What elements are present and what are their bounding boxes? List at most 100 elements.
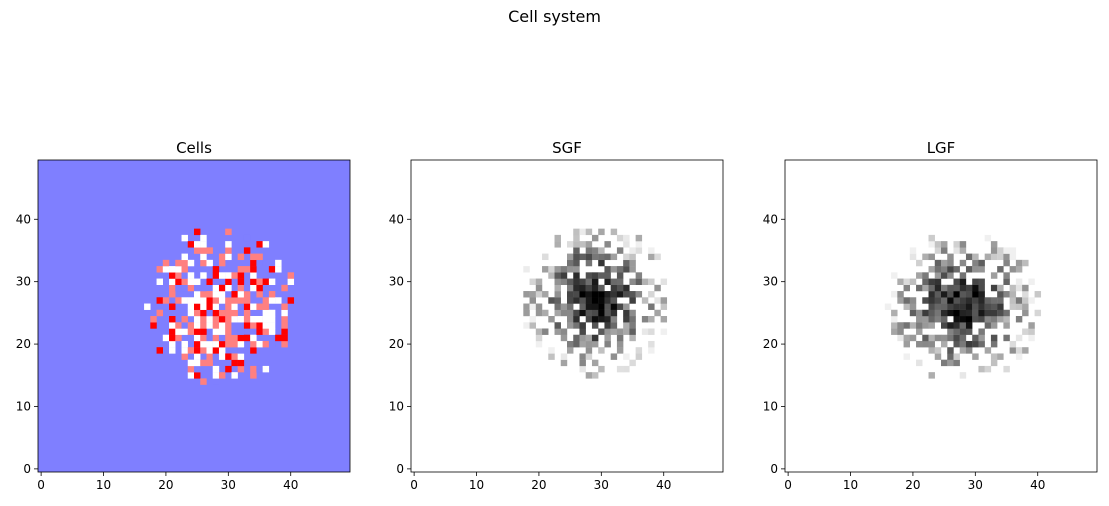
heatmap-cell xyxy=(250,372,257,379)
heatmap-cell xyxy=(947,303,954,310)
heatmap-cell xyxy=(947,259,954,267)
heatmap-cell xyxy=(897,297,904,304)
heatmap-cell xyxy=(231,334,238,342)
heatmap-cell xyxy=(591,309,599,317)
heatmap-cell xyxy=(256,316,263,323)
heatmap-cell xyxy=(579,291,586,298)
heatmap-cell xyxy=(1009,297,1017,304)
heatmap-cell xyxy=(928,334,935,342)
heatmap-cell xyxy=(560,309,568,317)
heatmap-cell xyxy=(554,322,561,329)
heatmap-cell xyxy=(972,297,979,304)
heatmap-cell xyxy=(175,278,182,285)
heatmap-cell xyxy=(947,322,954,329)
heatmap-cell xyxy=(903,297,910,304)
heatmap-cell xyxy=(635,234,643,242)
heatmap-cell xyxy=(250,347,257,354)
heatmap-cell xyxy=(548,316,555,323)
heatmap-cell xyxy=(181,316,188,323)
heatmap-cell xyxy=(225,322,232,329)
heatmap-cell xyxy=(978,334,985,342)
heatmap-cell xyxy=(1003,278,1010,285)
heatmap-cell xyxy=(535,291,543,298)
heatmap-cell xyxy=(941,241,948,248)
heatmap-cell xyxy=(641,297,649,304)
heatmap-cell xyxy=(194,303,201,310)
heatmap-cell xyxy=(225,328,232,335)
heatmap-cell xyxy=(237,303,245,310)
cells-title: Cells xyxy=(176,139,212,157)
heatmap-cell xyxy=(554,266,561,273)
heatmap-cell xyxy=(616,272,624,279)
heatmap-cell xyxy=(959,309,967,317)
heatmap-cell xyxy=(237,297,245,304)
heatmap-cell xyxy=(959,347,967,354)
heatmap-cell xyxy=(268,316,276,323)
heatmap-cell xyxy=(535,278,543,285)
heatmap-cell xyxy=(169,328,176,335)
sgf-panel: SGF 0 10 20 30 40 0 10 20 30 40 xyxy=(389,139,724,492)
heatmap-cell xyxy=(212,297,220,304)
heatmap-cell xyxy=(965,303,973,310)
heatmap-cell xyxy=(181,272,188,279)
heatmap-cell xyxy=(169,291,176,298)
heatmap-cell xyxy=(542,253,549,261)
heatmap-cell xyxy=(287,297,295,304)
heatmap-cell xyxy=(529,303,536,310)
heatmap-cell xyxy=(897,278,904,285)
heatmap-cell xyxy=(268,309,276,317)
heatmap-cell xyxy=(928,309,935,317)
heatmap-cell xyxy=(181,278,188,285)
heatmap-cell xyxy=(990,334,998,342)
heatmap-cell xyxy=(990,322,998,329)
heatmap-cell xyxy=(200,234,207,242)
heatmap-cell xyxy=(1015,353,1023,360)
heatmap-cell xyxy=(250,365,257,373)
x-tick-label: 40 xyxy=(1030,478,1045,492)
heatmap-cell xyxy=(194,228,201,236)
heatmap-cell xyxy=(231,291,238,298)
heatmap-cell xyxy=(1015,266,1023,273)
heatmap-cell xyxy=(953,328,960,335)
heatmap-cell xyxy=(629,309,636,317)
heatmap-cell xyxy=(200,303,207,310)
heatmap-cell xyxy=(654,297,661,304)
heatmap-cell xyxy=(922,340,929,348)
heatmap-cell xyxy=(591,291,599,298)
heatmap-cell xyxy=(194,359,201,367)
heatmap-cell xyxy=(934,303,942,310)
heatmap-cell xyxy=(206,291,213,298)
heatmap-cell xyxy=(1022,303,1029,310)
heatmap-cell xyxy=(953,303,960,310)
heatmap-cell xyxy=(978,278,985,285)
heatmap-cell xyxy=(928,372,935,379)
x-tick-label: 30 xyxy=(221,478,236,492)
heatmap-cell xyxy=(231,309,238,317)
heatmap-cell xyxy=(978,316,985,323)
heatmap-cell xyxy=(535,309,543,317)
heatmap-cell xyxy=(573,309,580,317)
x-tick-label: 10 xyxy=(843,478,858,492)
heatmap-cell xyxy=(535,284,543,292)
heatmap-cell xyxy=(934,297,942,304)
heatmap-cell xyxy=(162,266,170,273)
heatmap-cell xyxy=(187,372,195,379)
heatmap-cell xyxy=(554,291,561,298)
heatmap-cell xyxy=(585,347,593,354)
heatmap-cell xyxy=(181,259,188,267)
heatmap-cell xyxy=(175,266,182,273)
heatmap-cell xyxy=(567,347,574,354)
heatmap-cell xyxy=(212,316,220,323)
heatmap-cell xyxy=(959,372,967,379)
heatmap-cell xyxy=(231,297,238,304)
heatmap-cell xyxy=(654,309,661,317)
heatmap-cell xyxy=(934,278,942,285)
heatmap-cell xyxy=(997,291,1004,298)
heatmap-cell xyxy=(947,284,954,292)
heatmap-cell xyxy=(212,322,220,329)
heatmap-cell xyxy=(206,297,213,304)
heatmap-cell xyxy=(187,322,195,329)
heatmap-cell xyxy=(1034,291,1042,298)
heatmap-cell xyxy=(529,278,536,285)
heatmap-cell xyxy=(648,291,655,298)
